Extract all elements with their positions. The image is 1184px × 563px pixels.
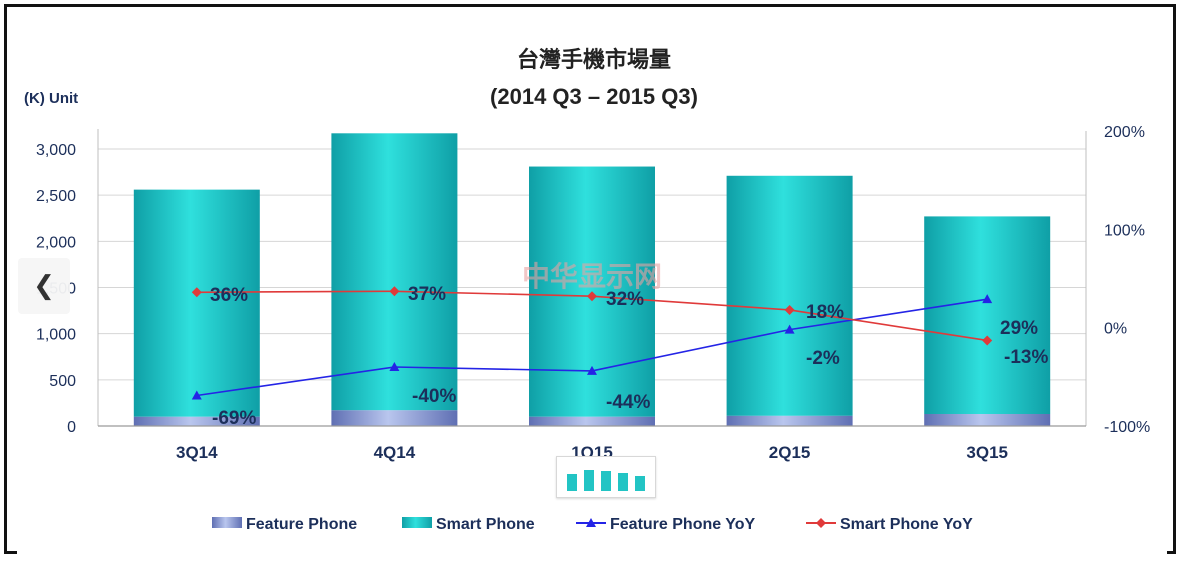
y-tick-label: 0 (67, 419, 76, 436)
legend-swatch-smart-phone (402, 517, 432, 528)
smart-yoy-label: 18% (806, 302, 844, 323)
feature-yoy-label: -2% (806, 348, 840, 369)
feature-yoy-label: 29% (1000, 318, 1038, 339)
chevron-left-icon: ❮ (33, 271, 55, 301)
thumbnail-bar (567, 474, 577, 491)
feature-yoy-point (784, 324, 795, 334)
thumbnail-bar (601, 471, 611, 491)
bar-feature-phone (133, 416, 260, 426)
feature-yoy-label: -69% (212, 408, 256, 429)
x-tick-label: 2Q15 (769, 443, 811, 462)
feature-yoy-label: -44% (606, 392, 650, 413)
smart-yoy-point (982, 335, 993, 346)
legend-label: Feature Phone (246, 516, 357, 533)
chart-title: 台灣手機市場量 (517, 47, 671, 73)
legend-marker (816, 518, 826, 528)
legend-label: Feature Phone YoY (610, 516, 756, 533)
bar-smart-phone (924, 216, 1051, 414)
smart-yoy-label: 37% (408, 284, 446, 305)
y-tick-label: 2,500 (36, 188, 76, 205)
thumbnail-bar (584, 470, 594, 491)
y2-tick-label: 200% (1104, 124, 1145, 141)
y2-tick-label: 0% (1104, 321, 1127, 338)
watermark: 中华显示网 (522, 260, 662, 293)
smart-yoy-point (587, 291, 597, 302)
smart-yoy-label: -13% (1004, 347, 1048, 368)
x-tick-label: 4Q14 (374, 443, 416, 462)
feature-yoy-point (982, 294, 993, 304)
y2-tick-label: 100% (1104, 222, 1145, 239)
smart-yoy-label: 36% (210, 285, 248, 306)
thumbnail-bar (618, 473, 628, 491)
data-labels: -69% -40% -44% -2% 29% 36% 37% 32% 18% -13% (210, 284, 1048, 429)
feature-yoy-point (191, 390, 202, 400)
x-tick-label: 3Q15 (966, 443, 1008, 462)
thumbnail-preview[interactable] (556, 456, 656, 498)
prev-image-button[interactable]: ❮ (18, 258, 70, 314)
y-tick-label: 3,000 (36, 142, 76, 159)
y-tick-label: 500 (49, 373, 76, 390)
legend-label: Smart Phone (436, 516, 535, 533)
legend: Feature Phone Smart Phone Feature Phone Yo… (212, 516, 973, 533)
feature-yoy-point (587, 365, 597, 375)
thumbnail-bar (635, 476, 645, 491)
y-tick-label: 2,000 (36, 234, 76, 251)
smart-yoy-point (389, 286, 400, 297)
x-tick-label: 3Q14 (176, 443, 218, 462)
smart-yoy-point (191, 287, 202, 298)
bar-smart-phone (133, 189, 260, 417)
bar-feature-phone (331, 410, 458, 426)
smart-yoy-label: 32% (606, 289, 644, 310)
smart-yoy-point (784, 304, 795, 315)
bar-feature-phone (529, 416, 655, 426)
y-axis-label: (K) Unit (24, 90, 78, 107)
bar-feature-phone (726, 415, 853, 426)
bar-feature-phone (924, 413, 1051, 426)
legend-swatch-feature-phone (212, 517, 242, 528)
feature-yoy-point (389, 362, 400, 371)
yoy-lines (191, 286, 993, 400)
feature-yoy-label: -40% (412, 386, 456, 407)
chart-subtitle: (2014 Q3 – 2015 Q3) (490, 84, 698, 109)
legend-label: Smart Phone YoY (840, 516, 973, 533)
y2-tick-label: -100% (1104, 419, 1150, 436)
y-tick-label: 1,000 (36, 327, 76, 344)
bar-smart-phone (726, 175, 853, 416)
legend-marker (586, 518, 596, 527)
